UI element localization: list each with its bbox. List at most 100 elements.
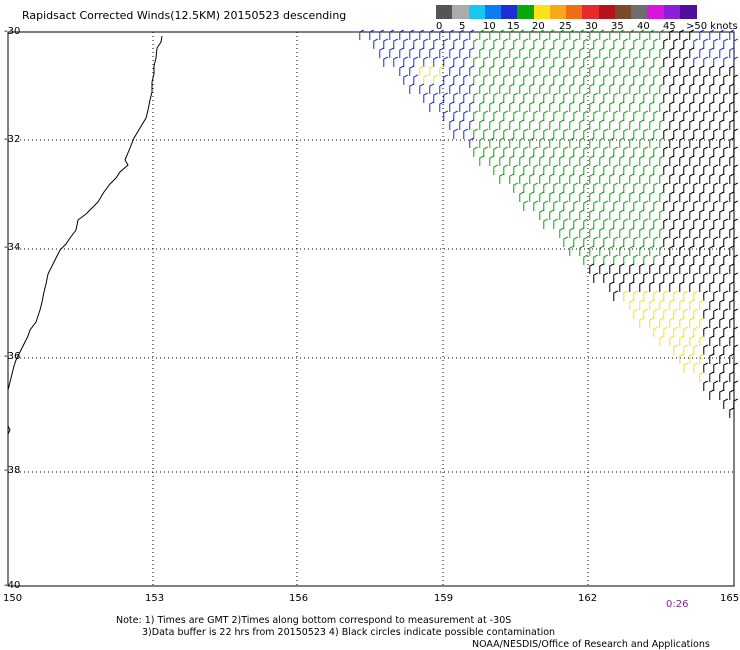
wind-barb (609, 83, 615, 94)
wind-barb (659, 299, 665, 310)
wind-barb (733, 308, 739, 319)
wind-barb (689, 317, 695, 328)
wind-barb (613, 74, 619, 85)
wind-barb (653, 326, 659, 337)
wind-barb (603, 92, 609, 103)
wind-barb (729, 407, 735, 418)
wind-barb (689, 65, 695, 76)
wind-barb (449, 119, 455, 130)
wind-barb (673, 92, 679, 103)
wind-barb (639, 245, 645, 256)
wind-barb (569, 209, 575, 220)
wind-barb (729, 137, 735, 148)
wind-barb (723, 146, 729, 157)
wind-barb (619, 119, 625, 130)
coastline-island (7, 425, 11, 435)
wind-barb (593, 272, 599, 283)
wind-barb (699, 65, 705, 76)
wind-barb (549, 83, 555, 94)
wind-barb (689, 47, 695, 58)
wind-barb (673, 308, 679, 319)
wind-barb (669, 65, 675, 76)
wind-barb (733, 110, 739, 121)
wind-barb (489, 137, 495, 148)
wind-barb (583, 92, 589, 103)
wind-barb (569, 47, 575, 58)
wind-barb (733, 362, 739, 373)
wind-barb (723, 362, 729, 373)
wind-barb (709, 29, 715, 40)
wind-barb (669, 263, 675, 274)
lat-label-34s: -34 (4, 242, 21, 253)
note-line-2: 3)Data buffer is 22 hrs from 20150523 4)… (142, 627, 556, 638)
wind-barb (543, 110, 549, 121)
wind-barb (479, 101, 485, 112)
wind-barb (653, 218, 659, 229)
wind-barb (649, 137, 655, 148)
wind-barb (473, 38, 479, 49)
wind-barb (609, 101, 615, 112)
wind-barb (719, 371, 725, 382)
wind-barb (623, 254, 629, 265)
wind-barb (623, 38, 629, 49)
legend-swatch (452, 5, 469, 19)
wind-barb (673, 290, 679, 301)
wind-barb (453, 38, 459, 49)
wind-barb (629, 281, 635, 292)
wind-barb (673, 38, 679, 49)
wind-barb (709, 263, 715, 274)
wind-barb (543, 92, 549, 103)
wind-barb (619, 47, 625, 58)
wind-barb (673, 236, 679, 247)
legend-swatch (566, 5, 583, 19)
wind-barb (583, 236, 589, 247)
wind-barb (573, 164, 579, 175)
wind-barb (733, 56, 739, 67)
wind-barb (573, 128, 579, 139)
wind-barb (599, 263, 605, 274)
wind-barb (643, 74, 649, 85)
wind-barb (683, 272, 689, 283)
wind-barb (469, 83, 475, 94)
legend-label-35: 35 (611, 21, 624, 32)
wind-barb (649, 227, 655, 238)
wind-barb (689, 299, 695, 310)
wind-barb (683, 254, 689, 265)
wind-barb (589, 191, 595, 202)
wind-barb (539, 47, 545, 58)
wind-barb (513, 38, 519, 49)
wind-barb (679, 119, 685, 130)
wind-barb (513, 110, 519, 121)
wind-barb (543, 182, 549, 193)
wind-barb (669, 317, 675, 328)
wind-barb (419, 47, 425, 58)
wind-barb (629, 209, 635, 220)
wind-barb (703, 38, 709, 49)
legend-label-20: 20 (532, 21, 545, 32)
wind-barb (653, 56, 659, 67)
wind-barb (549, 47, 555, 58)
wind-barb (663, 308, 669, 319)
wind-barb (679, 101, 685, 112)
wind-barb (609, 191, 615, 202)
wind-barb (589, 101, 595, 112)
wind-barb (559, 173, 565, 184)
wind-barb (493, 38, 499, 49)
wind-barb (579, 173, 585, 184)
wind-barb (513, 92, 519, 103)
wind-barb (729, 119, 735, 130)
wind-barb (533, 128, 539, 139)
wind-barb (599, 101, 605, 112)
wind-barb (513, 128, 519, 139)
wind-barb (373, 38, 379, 49)
wind-barb (579, 155, 585, 166)
wind-barb (389, 47, 395, 58)
wind-barb (643, 146, 649, 157)
wind-barb (703, 56, 709, 67)
wind-barb (623, 200, 629, 211)
wind-barb (593, 38, 599, 49)
wind-barb (469, 101, 475, 112)
wind-barb (673, 218, 679, 229)
wind-barb (559, 209, 565, 220)
wind-barb (519, 29, 525, 40)
